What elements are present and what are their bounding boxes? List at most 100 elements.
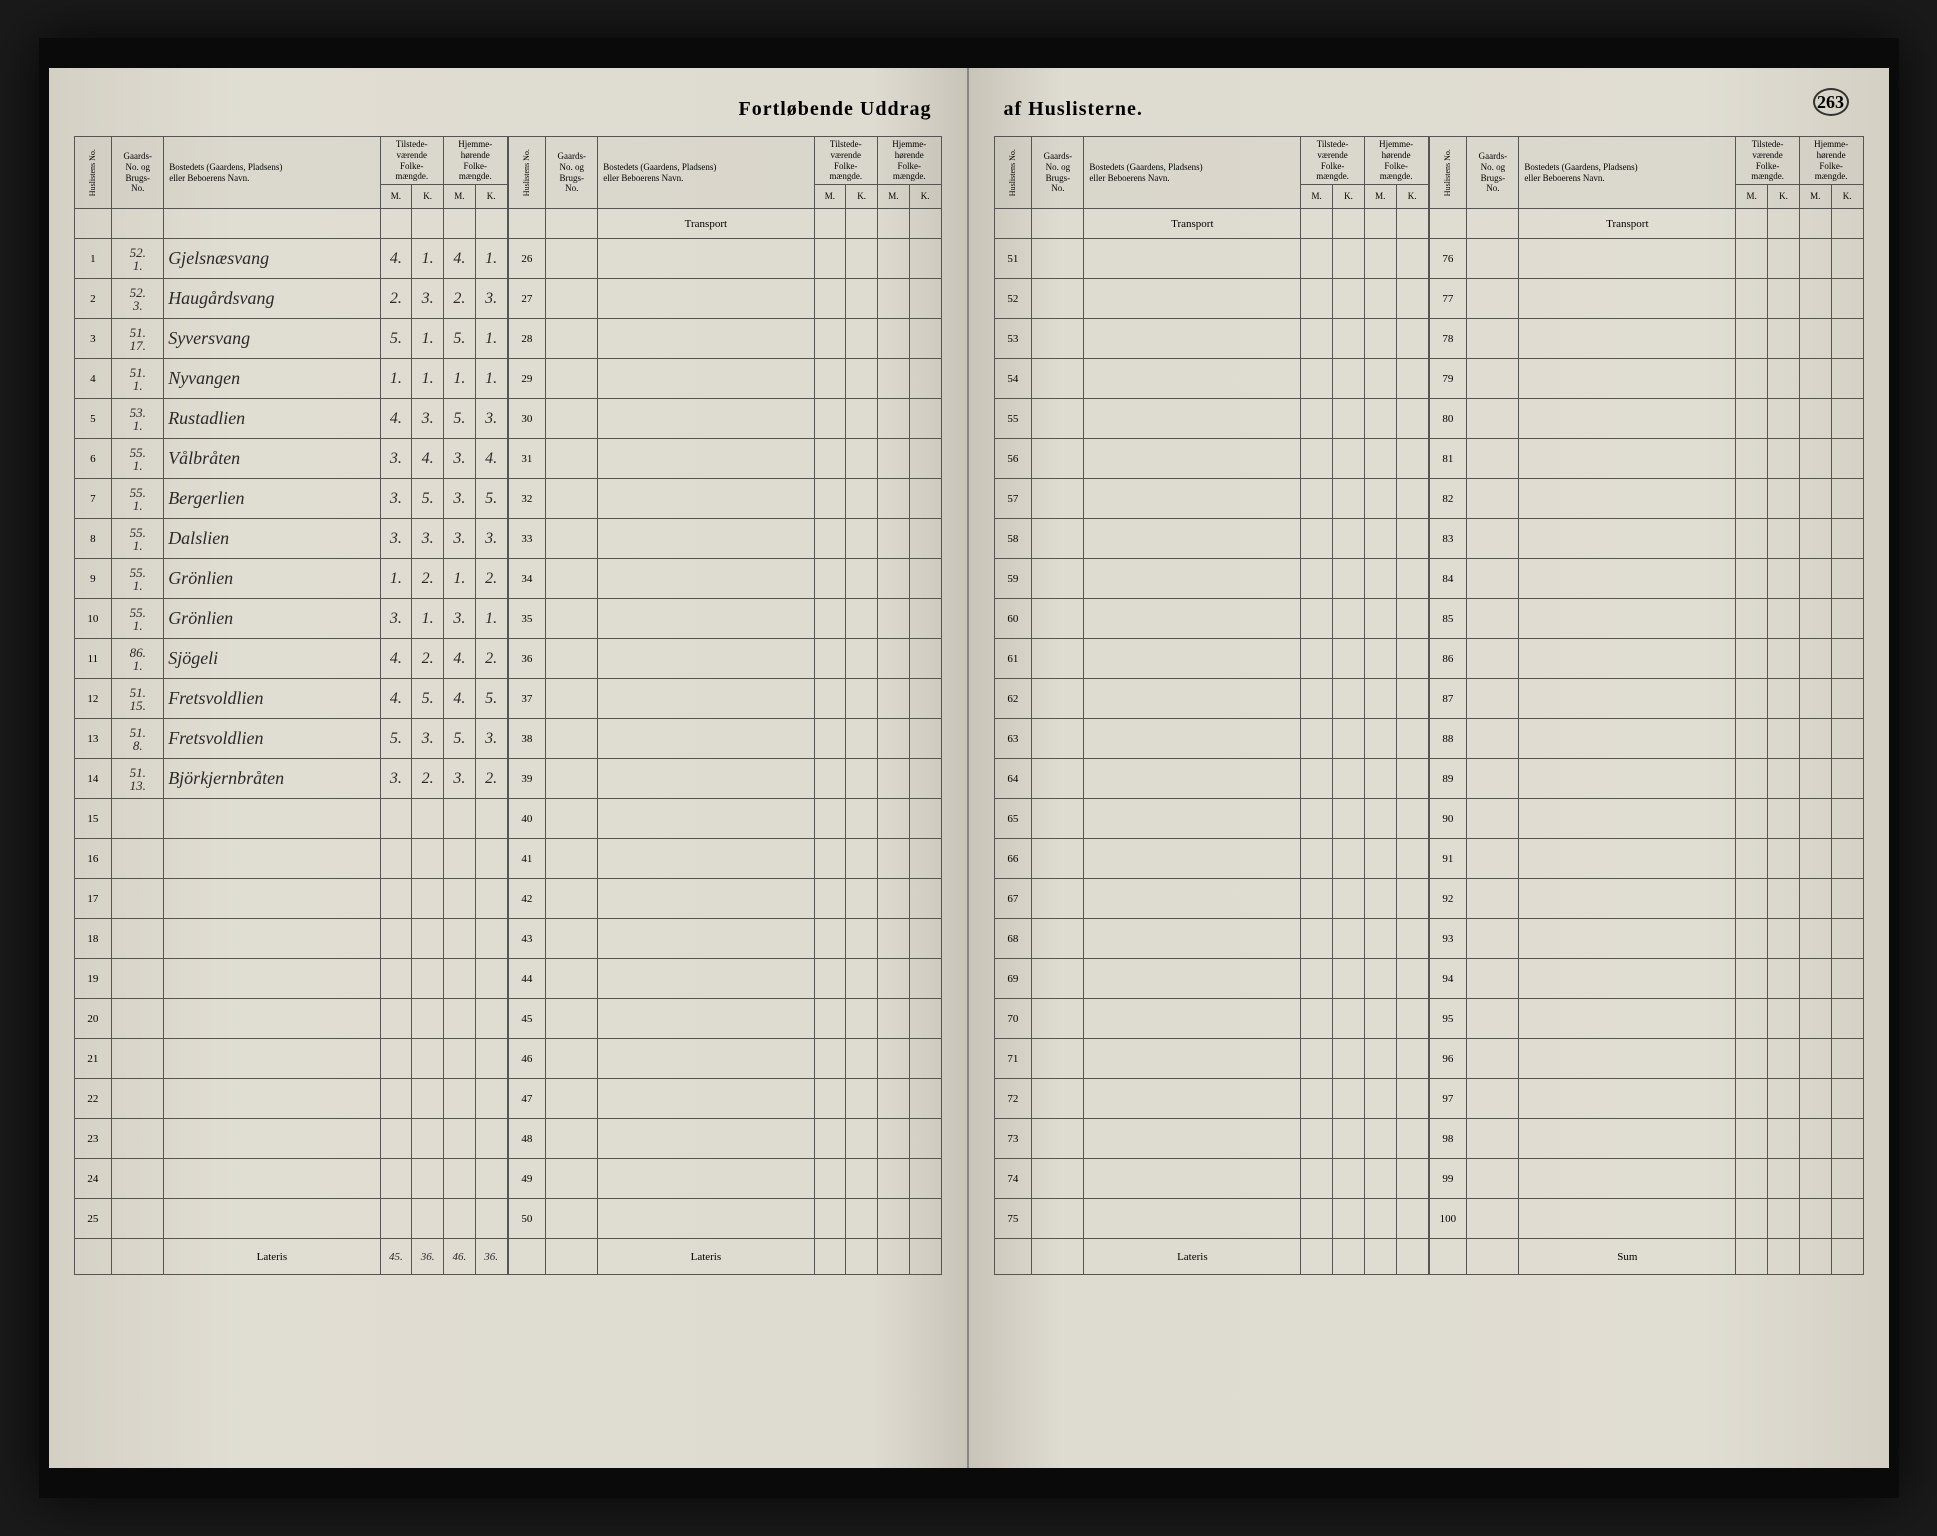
header-tilstede: Tilstede-værendeFolke-mængde. — [814, 137, 877, 185]
tilstede-m: 3. — [380, 599, 412, 639]
row-number: 23 — [74, 1119, 112, 1159]
row-number: 60 — [994, 599, 1032, 639]
table-row: 5 53.1. Rustadlien 4. 3. 5. 3. — [74, 399, 507, 439]
row-number: 68 — [994, 919, 1032, 959]
table-row: 26 — [508, 239, 941, 279]
header-bosted: Bostedets (Gaardens, Pladsens)eller Bebo… — [164, 137, 380, 209]
table-row: 11 86.1. Sjögeli 4. 2. 4. 2. — [74, 639, 507, 679]
total-hm: 46. — [443, 1239, 475, 1275]
lateris-label: Lateris — [598, 1239, 814, 1275]
row-number: 52 — [994, 279, 1032, 319]
tilstede-m: 5. — [380, 719, 412, 759]
row-number: 77 — [1429, 279, 1467, 319]
table-row: 51 — [994, 239, 1428, 279]
gaard-no: 53.1. — [112, 399, 164, 439]
tilstede-k: 1. — [412, 319, 444, 359]
right-page: 263 af Huslisterne. Huslistens No. Gaard… — [969, 68, 1889, 1468]
row-number: 1 — [74, 239, 112, 279]
column-4: Huslistens No. Gaards-No. ogBrugs-No. Bo… — [1429, 136, 1864, 1275]
row-number: 59 — [994, 559, 1032, 599]
header-tilstede: Tilstede-værendeFolke-mængde. — [1301, 137, 1365, 185]
table-row: 27 — [508, 279, 941, 319]
table-row: 95 — [1429, 999, 1863, 1039]
lateris-row: Lateris — [508, 1239, 941, 1275]
row-number: 93 — [1429, 919, 1467, 959]
hjemme-k: 1. — [475, 239, 507, 279]
table-row: 65 — [994, 799, 1428, 839]
bosted-name: Grönlien — [164, 559, 380, 599]
table-row: 41 — [508, 839, 941, 879]
header-hjemme: Hjemme-hørendeFolke-mængde. — [443, 137, 507, 185]
table-row: 53 — [994, 319, 1428, 359]
table-row: 60 — [994, 599, 1428, 639]
table-col4: Huslistens No. Gaards-No. ogBrugs-No. Bo… — [1429, 136, 1864, 1275]
hjemme-m: 4. — [443, 679, 475, 719]
table-row: 94 — [1429, 959, 1863, 999]
tilstede-m: 5. — [380, 319, 412, 359]
table-row: 98 — [1429, 1119, 1863, 1159]
header-m: M. — [380, 185, 412, 209]
row-number: 98 — [1429, 1119, 1467, 1159]
hjemme-k: 5. — [475, 679, 507, 719]
total-tm: 45. — [380, 1239, 412, 1275]
row-number: 16 — [74, 839, 112, 879]
tilstede-m: 1. — [380, 559, 412, 599]
total-hk: 36. — [475, 1239, 507, 1275]
transport-label: Transport — [598, 209, 814, 239]
page-title-right: af Huslisterne. — [994, 98, 1864, 121]
row-number: 65 — [994, 799, 1032, 839]
table-row: 30 — [508, 399, 941, 439]
row-number: 90 — [1429, 799, 1467, 839]
row-number: 74 — [994, 1159, 1032, 1199]
header-huslistens: Huslistens No. — [994, 137, 1032, 209]
row-number: 85 — [1429, 599, 1467, 639]
row-number: 13 — [74, 719, 112, 759]
tilstede-k: 5. — [412, 679, 444, 719]
table-row: 33 — [508, 519, 941, 559]
header-hjemme: Hjemme-hørendeFolke-mængde. — [1364, 137, 1428, 185]
table-row: 74 — [994, 1159, 1428, 1199]
table-row: 6 55.1. Vålbråten 3. 4. 3. 4. — [74, 439, 507, 479]
row-number: 34 — [508, 559, 546, 599]
table-row: 49 — [508, 1159, 941, 1199]
table-row: 63 — [994, 719, 1428, 759]
row-number: 6 — [74, 439, 112, 479]
header-huslistens: Huslistens No. — [1429, 137, 1467, 209]
row-number: 30 — [508, 399, 546, 439]
table-row: 36 — [508, 639, 941, 679]
row-number: 25 — [74, 1199, 112, 1239]
gaard-no: 55.1. — [112, 439, 164, 479]
row-number: 19 — [74, 959, 112, 999]
hjemme-k: 1. — [475, 599, 507, 639]
header-tilstede: Tilstede-værendeFolke-mængde. — [380, 137, 443, 185]
table-row: 69 — [994, 959, 1428, 999]
tilstede-k: 2. — [412, 759, 444, 799]
table-row: 61 — [994, 639, 1428, 679]
hjemme-k: 5. — [475, 479, 507, 519]
row-number: 99 — [1429, 1159, 1467, 1199]
table-col1: Huslistens No. Gaards-No. ogBrugs-No. Bo… — [74, 136, 508, 1275]
table-row: 45 — [508, 999, 941, 1039]
table-row: 86 — [1429, 639, 1863, 679]
table-row: 56 — [994, 439, 1428, 479]
tilstede-m: 3. — [380, 479, 412, 519]
tilstede-m: 4. — [380, 399, 412, 439]
tilstede-m: 3. — [380, 519, 412, 559]
gaard-no: 51.13. — [112, 759, 164, 799]
header-k: K. — [1333, 185, 1365, 209]
table-row: 25 — [74, 1199, 507, 1239]
hjemme-m: 4. — [443, 639, 475, 679]
tilstede-k: 1. — [412, 599, 444, 639]
table-row: 77 — [1429, 279, 1863, 319]
hjemme-k: 3. — [475, 719, 507, 759]
header-k: K. — [909, 185, 941, 209]
row-number: 75 — [994, 1199, 1032, 1239]
gaard-no: 86.1. — [112, 639, 164, 679]
row-number: 50 — [508, 1199, 546, 1239]
row-number: 86 — [1429, 639, 1467, 679]
gaard-no: 55.1. — [112, 479, 164, 519]
gaard-no: 55.1. — [112, 519, 164, 559]
row-number: 69 — [994, 959, 1032, 999]
tilstede-m: 4. — [380, 679, 412, 719]
row-number: 89 — [1429, 759, 1467, 799]
